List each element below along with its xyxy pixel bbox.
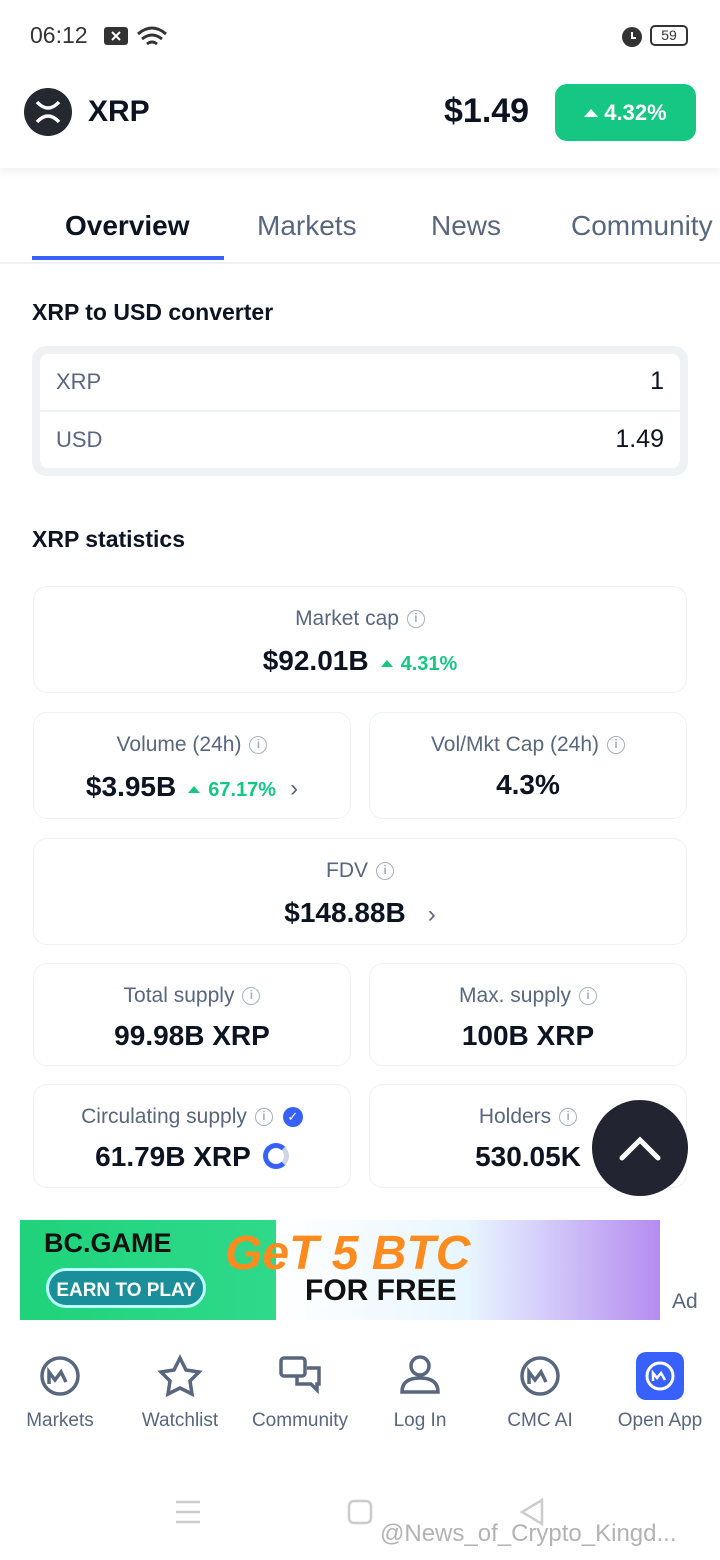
nav-item[interactable]: Watchlist [141,1410,219,1431]
status-icons [104,26,167,46]
stat-value: 61.79B XRP [95,1141,251,1172]
converter-row: USD 1.49 [40,412,680,468]
tab[interactable]: Overview [65,210,190,241]
stat-card[interactable]: FDV i $148.88B › [33,838,687,945]
nav-item[interactable]: Community [251,1410,349,1431]
stat-label: FDV [326,859,368,882]
alarm-icon [622,27,642,47]
stat-label: Max. supply [458,984,572,1007]
battery: 59 [650,25,688,46]
stat-change: 67.17% [188,779,276,801]
system-nav [176,1497,544,1527]
converter-row: XRP 1 [40,354,680,410]
stat-value: $92.01B [262,645,369,676]
stat-value: 530.05K [475,1141,581,1172]
stat-label: Circulating supply [81,1105,247,1128]
stat-card: Market cap i $92.01B 4.31% [33,586,687,693]
ad-banner[interactable]: BC.GAME EARN TO PLAY GeT 5 BTC FOR FREE [20,1220,660,1320]
stat-value: 100B XRP [461,1020,595,1051]
stat-card: Circulating supply i ✓ 61.79B XRP [33,1084,351,1188]
coin-symbol: XRP [88,95,150,128]
nav-item[interactable]: Markets [26,1410,94,1431]
tab-indicator [32,256,224,260]
stat-value: 99.98B XRP [114,1020,270,1051]
stat-card: Max. supply i 100B XRP [369,963,687,1066]
price: $1.49 [444,92,530,130]
price-change: 4.32% [555,84,696,141]
stat-card: Vol/Mkt Cap (24h) i 4.3% [369,712,687,819]
stat-value: $3.95B [85,771,177,802]
stat-label: Total supply [123,984,235,1007]
stat-value: $148.88B [284,897,406,928]
ad-brand: BC.GAME [44,1228,172,1258]
section-title: XRP to USD converter [32,299,274,325]
tab[interactable]: News [431,210,502,241]
ad-headline: GeT 5 BTC [225,1227,471,1280]
section-title: XRP statistics [32,526,185,552]
tab[interactable]: Markets [257,210,357,241]
watermark: @News_of_Crypto_Kingd... [380,1520,677,1547]
change-text: 4.32% [604,100,667,125]
ad-button: EARN TO PLAY [46,1268,206,1308]
nav-icons [40,1352,684,1400]
stat-card[interactable]: Volume (24h) i $3.95B 67.17% › [33,712,351,819]
stat-change: 4.31% [381,653,458,675]
tab[interactable]: Community [571,210,713,241]
amount[interactable]: 1.49 [615,425,664,453]
stat-label: Vol/Mkt Cap (24h) [430,733,600,756]
scroll-top-button[interactable] [592,1100,688,1196]
nav-item[interactable]: CMC AI [507,1410,573,1431]
stat-card: Total supply i 99.98B XRP [33,963,351,1066]
nav-item[interactable]: Log In [393,1410,447,1431]
status-time: 06:12 [30,22,88,48]
ad-subline: FOR FREE [305,1274,457,1307]
stat-label: Holders [478,1105,552,1128]
amount[interactable]: 1 [650,367,664,395]
stat-label: Volume (24h) [116,733,242,756]
nav-item[interactable]: Open App [617,1410,703,1431]
divider [0,262,720,264]
stat-label: Market cap [295,607,399,630]
ad-label: Ad [672,1290,698,1313]
currency: XRP [56,369,102,394]
stat-value: 4.3% [496,769,560,800]
tab-bar: Overview Markets News Community [0,170,720,264]
currency: USD [56,427,103,452]
xrp-logo [24,88,72,136]
